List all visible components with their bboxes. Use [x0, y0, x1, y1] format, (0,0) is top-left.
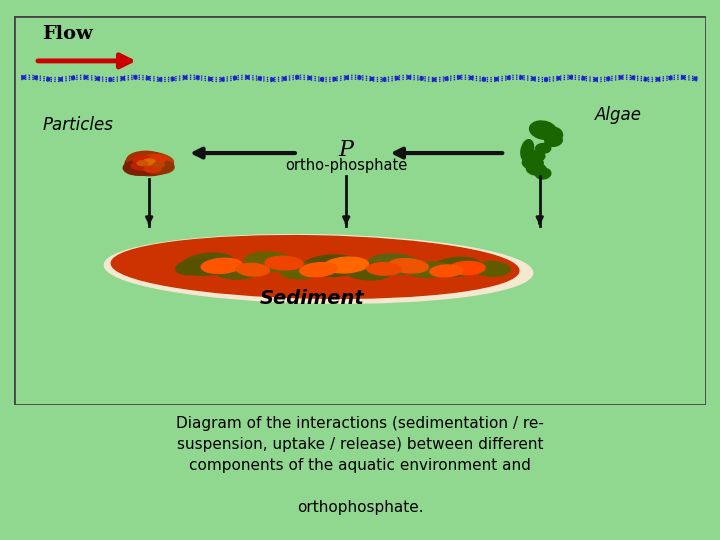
Ellipse shape: [472, 261, 510, 276]
Ellipse shape: [181, 253, 235, 275]
Text: Algae: Algae: [595, 106, 642, 124]
Ellipse shape: [523, 156, 543, 170]
Ellipse shape: [139, 154, 174, 170]
Ellipse shape: [125, 152, 174, 176]
Ellipse shape: [526, 163, 546, 175]
Ellipse shape: [153, 162, 164, 167]
Ellipse shape: [143, 159, 156, 165]
Ellipse shape: [104, 235, 533, 303]
Ellipse shape: [201, 258, 243, 273]
Ellipse shape: [541, 127, 562, 143]
Ellipse shape: [281, 263, 322, 279]
Ellipse shape: [528, 151, 545, 161]
Text: Flow: Flow: [42, 25, 93, 43]
Ellipse shape: [213, 262, 258, 279]
Ellipse shape: [368, 254, 421, 274]
Ellipse shape: [303, 255, 361, 276]
Ellipse shape: [127, 151, 165, 169]
Ellipse shape: [536, 168, 551, 179]
Ellipse shape: [367, 262, 402, 275]
Text: ortho-phosphate: ortho-phosphate: [285, 158, 408, 173]
Ellipse shape: [324, 257, 369, 273]
Ellipse shape: [236, 264, 269, 276]
Ellipse shape: [432, 258, 482, 276]
Text: Diagram of the interactions (sedimentation / re-
suspension, uptake / release) b: Diagram of the interactions (sedimentati…: [176, 416, 544, 515]
Text: Particles: Particles: [42, 116, 113, 134]
Ellipse shape: [430, 265, 463, 277]
Ellipse shape: [145, 160, 174, 174]
Ellipse shape: [265, 256, 303, 270]
Ellipse shape: [149, 156, 166, 163]
Ellipse shape: [343, 262, 391, 280]
Ellipse shape: [300, 262, 337, 276]
Ellipse shape: [137, 161, 148, 165]
Ellipse shape: [407, 262, 451, 278]
Ellipse shape: [133, 156, 154, 166]
Ellipse shape: [144, 165, 161, 172]
Text: Sediment: Sediment: [259, 288, 364, 308]
Ellipse shape: [449, 261, 485, 275]
Ellipse shape: [112, 235, 519, 298]
Ellipse shape: [545, 135, 562, 146]
Text: P: P: [338, 139, 354, 161]
Ellipse shape: [521, 140, 534, 161]
Ellipse shape: [176, 259, 212, 275]
Ellipse shape: [131, 161, 150, 170]
Ellipse shape: [530, 121, 557, 139]
Ellipse shape: [123, 160, 154, 175]
Ellipse shape: [245, 252, 296, 272]
Ellipse shape: [536, 144, 551, 153]
Ellipse shape: [389, 259, 428, 273]
